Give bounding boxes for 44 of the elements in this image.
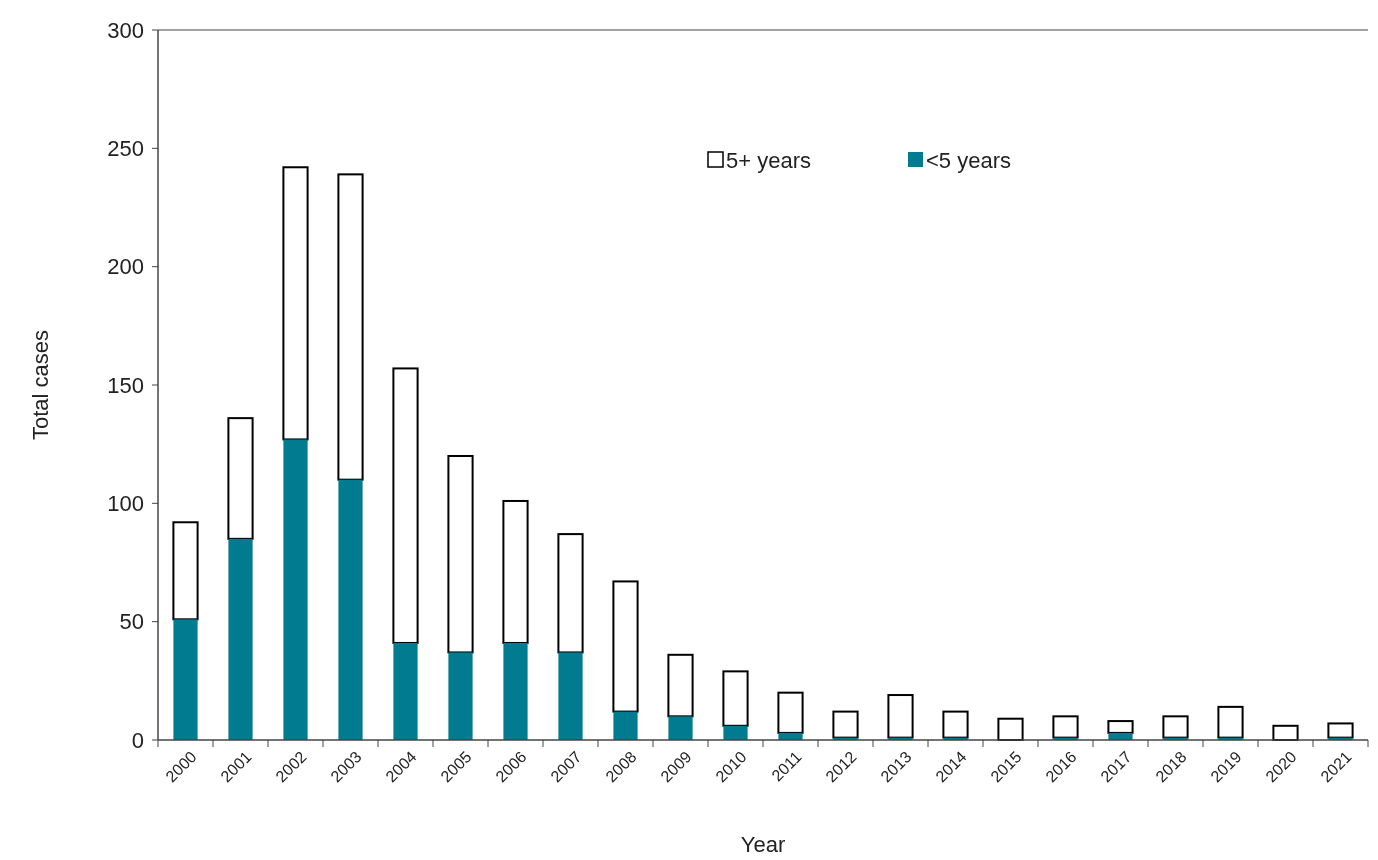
bar xyxy=(337,173,364,481)
y-tick-label: 200 xyxy=(107,254,144,280)
x-axis-title: Year xyxy=(740,832,786,857)
bar xyxy=(557,533,584,654)
bar xyxy=(448,652,473,740)
bar xyxy=(1052,715,1079,739)
bar xyxy=(228,538,253,740)
bar xyxy=(1107,720,1134,734)
bar xyxy=(338,479,363,740)
bar xyxy=(1162,715,1189,739)
y-tick-label: 300 xyxy=(107,17,144,43)
bar xyxy=(723,725,748,740)
bar xyxy=(447,455,474,654)
y-tick-label: 100 xyxy=(107,491,144,517)
bar xyxy=(1217,705,1244,739)
bar xyxy=(393,642,418,740)
bar xyxy=(613,711,638,740)
bar xyxy=(172,521,199,621)
bar xyxy=(832,710,859,739)
bar xyxy=(227,417,254,540)
y-tick-label: 250 xyxy=(107,136,144,162)
y-tick-label: 0 xyxy=(131,727,144,753)
bar xyxy=(887,694,914,739)
bar xyxy=(667,653,694,718)
bar xyxy=(283,439,308,740)
bar xyxy=(503,642,528,740)
bar xyxy=(722,670,749,727)
bar xyxy=(1272,724,1299,741)
bar xyxy=(668,716,693,740)
bar xyxy=(502,499,529,644)
y-tick-label: 50 xyxy=(119,609,144,635)
bar xyxy=(173,619,198,740)
y-tick-label: 150 xyxy=(107,372,144,398)
legend-label: 5+ years xyxy=(726,147,811,173)
bar xyxy=(612,580,639,713)
bar xyxy=(282,166,309,441)
bar xyxy=(1327,722,1354,739)
y-axis-title: Total cases xyxy=(28,329,53,441)
bar xyxy=(392,367,419,644)
bar xyxy=(942,710,969,739)
bar xyxy=(997,717,1024,741)
bar xyxy=(558,652,583,740)
legend-label: <5 years xyxy=(926,147,1011,173)
bar xyxy=(777,691,804,734)
